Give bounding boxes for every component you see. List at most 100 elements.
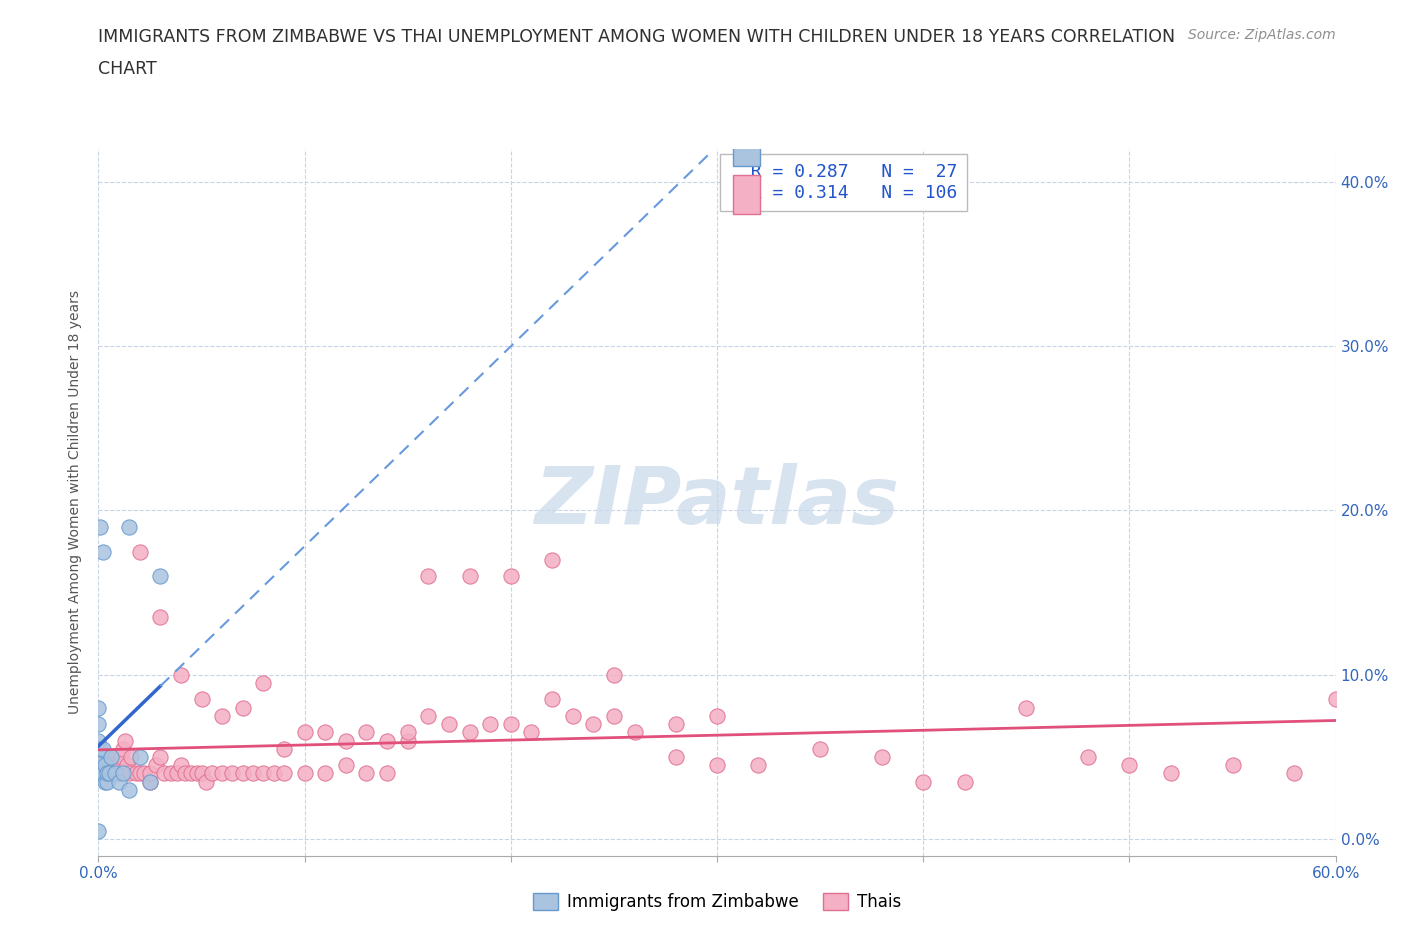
Point <box>145 758 167 773</box>
Point <box>124 766 146 781</box>
Point <box>201 766 224 781</box>
Point <box>89 520 111 535</box>
Point <box>93 758 115 773</box>
Point <box>174 766 197 781</box>
Point <box>1160 766 1182 781</box>
Point <box>97 758 120 773</box>
Point <box>190 692 212 707</box>
Point <box>561 709 583 724</box>
Point <box>437 717 460 732</box>
Point <box>194 774 217 789</box>
Point <box>108 774 131 789</box>
Point <box>100 758 122 773</box>
Point <box>186 766 208 781</box>
Point <box>96 774 118 789</box>
Point <box>541 692 564 707</box>
Point <box>1015 700 1038 715</box>
Point <box>623 724 645 739</box>
Point <box>159 766 181 781</box>
Point <box>479 717 502 732</box>
Point <box>91 750 114 764</box>
Point <box>87 750 110 764</box>
Point <box>139 766 162 781</box>
Point <box>112 741 135 756</box>
Point <box>149 610 172 625</box>
Point <box>108 766 131 781</box>
Point <box>89 766 111 781</box>
Point <box>110 750 132 764</box>
Point <box>91 766 114 781</box>
Point <box>96 766 118 781</box>
Point <box>273 766 295 781</box>
Point <box>87 758 110 773</box>
Point <box>170 668 193 683</box>
Point <box>89 750 111 764</box>
Point <box>93 774 115 789</box>
Point <box>665 717 688 732</box>
Point <box>89 750 111 764</box>
Point <box>541 552 564 567</box>
Point <box>87 733 110 748</box>
Point <box>1077 750 1099 764</box>
Point <box>120 750 142 764</box>
Point <box>252 675 274 690</box>
Point <box>1222 758 1244 773</box>
Point <box>93 766 115 781</box>
Text: R = 0.287   N =  27
  R = 0.314   N = 106: R = 0.287 N = 27 R = 0.314 N = 106 <box>730 163 957 202</box>
Point <box>118 782 141 797</box>
Point <box>335 758 357 773</box>
Point <box>87 766 110 781</box>
Point <box>396 724 419 739</box>
Point <box>112 766 135 781</box>
Point <box>166 766 188 781</box>
Point <box>242 766 264 781</box>
FancyBboxPatch shape <box>733 175 761 214</box>
Point <box>520 724 543 739</box>
Point <box>87 700 110 715</box>
Legend: Immigrants from Zimbabwe, Thais: Immigrants from Zimbabwe, Thais <box>527 886 907 918</box>
Point <box>375 733 398 748</box>
Point <box>335 733 357 748</box>
Point <box>89 741 111 756</box>
Point <box>232 700 254 715</box>
Point <box>211 766 233 781</box>
Point <box>418 569 440 584</box>
Point <box>747 758 769 773</box>
Point <box>105 766 128 781</box>
Point <box>912 774 935 789</box>
Point <box>603 709 626 724</box>
Point <box>100 766 122 781</box>
Point <box>97 766 120 781</box>
Point <box>118 520 141 535</box>
Point <box>870 750 893 764</box>
Point <box>499 569 522 584</box>
Point <box>170 758 193 773</box>
Point <box>808 741 831 756</box>
Point <box>706 709 728 724</box>
Point <box>458 724 481 739</box>
Point <box>89 766 111 781</box>
Point <box>96 750 118 764</box>
Point <box>104 766 127 781</box>
Point <box>190 766 212 781</box>
Point <box>294 724 316 739</box>
Point <box>418 709 440 724</box>
Point <box>128 750 150 764</box>
Point <box>252 766 274 781</box>
Text: CHART: CHART <box>98 60 157 78</box>
Point <box>91 741 114 756</box>
Point <box>132 766 155 781</box>
Point <box>117 758 139 773</box>
Text: IMMIGRANTS FROM ZIMBABWE VS THAI UNEMPLOYMENT AMONG WOMEN WITH CHILDREN UNDER 18: IMMIGRANTS FROM ZIMBABWE VS THAI UNEMPLO… <box>98 28 1175 46</box>
Point <box>232 766 254 781</box>
Point <box>603 668 626 683</box>
Point <box>104 766 127 781</box>
Point <box>87 750 110 764</box>
Point <box>314 724 336 739</box>
Point <box>149 750 172 764</box>
Point <box>128 766 150 781</box>
Point <box>1324 692 1347 707</box>
Point <box>93 758 115 773</box>
Point <box>1284 766 1306 781</box>
Point <box>108 758 131 773</box>
